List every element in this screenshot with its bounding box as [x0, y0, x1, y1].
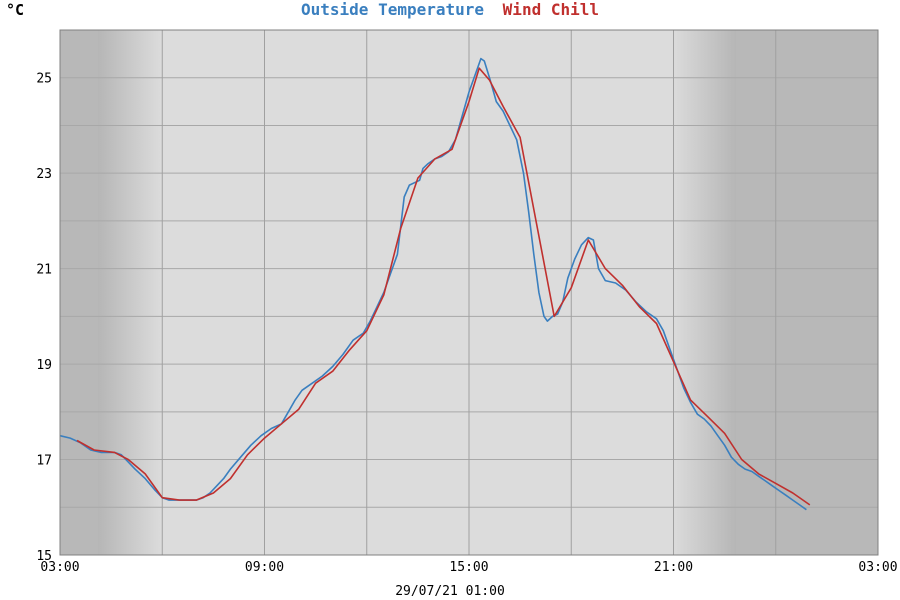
x-tick-label: 15:00: [449, 560, 488, 575]
x-tick-label: 03:00: [858, 560, 897, 575]
y-tick-label: 23: [36, 167, 52, 182]
y-tick-label: 17: [36, 454, 52, 469]
series-line-wind-chill: [76, 67, 811, 506]
x-tick-labels: 03:00 09:00 15:00 21:00 03:00: [40, 560, 897, 575]
dawn-band: [98, 30, 162, 555]
y-tick-label: 21: [36, 263, 52, 278]
plot-background: [60, 30, 878, 555]
x-tick-label: 09:00: [245, 560, 284, 575]
series-layer: [59, 57, 811, 511]
y-tick-labels: 15 17 19 21 23 25: [36, 72, 52, 564]
night-evening-band: [736, 30, 878, 555]
night-morning-band: [60, 30, 98, 555]
y-tick-label: 15: [36, 549, 52, 564]
y-tick-label: 25: [36, 72, 52, 87]
x-tick-label: 21:00: [654, 560, 693, 575]
plot-frame: [59, 29, 879, 556]
dusk-band: [672, 30, 736, 555]
legend-wind-chill: Wind Chill: [503, 0, 599, 19]
grid-lines: [60, 29, 878, 555]
x-axis-label: 29/07/21 01:00: [395, 584, 505, 599]
x-tick-label: 03:00: [40, 560, 79, 575]
y-axis-unit: °C: [6, 1, 24, 19]
day-band: [162, 30, 672, 555]
legend-outside-temperature: Outside Temperature: [301, 0, 484, 19]
chart-legend: Outside Temperature Wind Chill: [301, 0, 599, 19]
y-tick-label: 19: [36, 358, 52, 373]
